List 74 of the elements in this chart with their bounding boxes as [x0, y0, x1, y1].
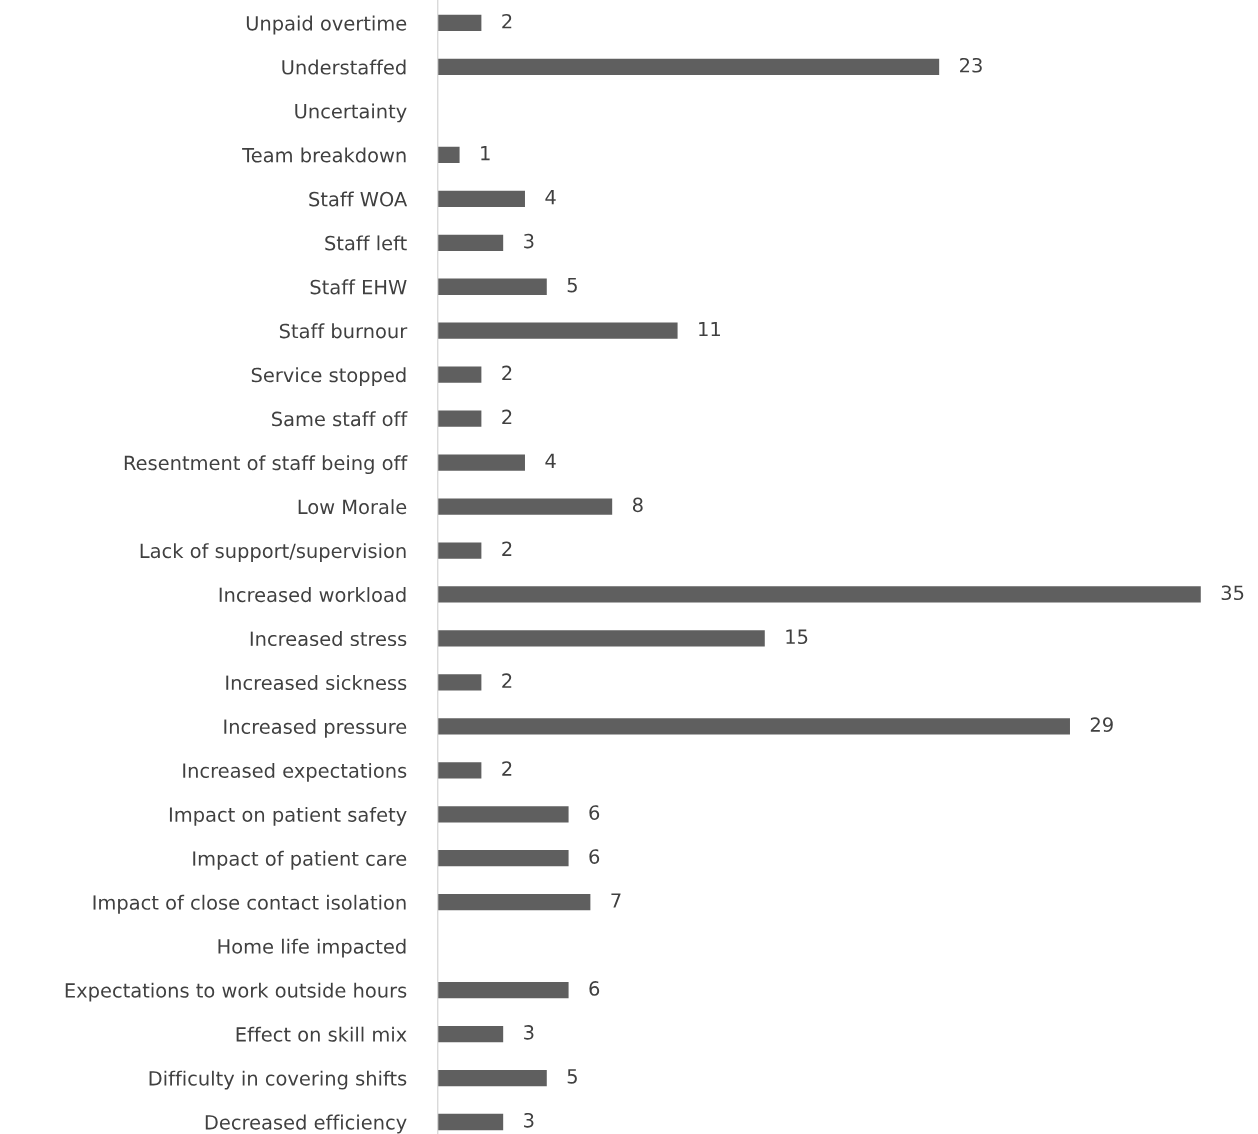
bar: [437, 718, 1070, 735]
data-label: 4: [545, 453, 556, 468]
bar: [437, 586, 1201, 603]
bar: [437, 234, 504, 251]
y-tick-label: Team breakdown: [242, 147, 406, 163]
data-label: 11: [699, 321, 720, 337]
data-label: 6: [589, 805, 600, 820]
y-tick-label: Impact on patient safety: [169, 806, 407, 826]
data-label: 2: [502, 13, 512, 29]
y-tick-label: Home life impacted: [218, 938, 406, 958]
bar: [437, 410, 482, 427]
y-tick-label: Impact of close contact isolation: [93, 894, 406, 914]
y-tick-label: Increased pressure: [224, 718, 407, 738]
bar: [437, 894, 591, 911]
bar: [437, 542, 482, 559]
y-tick-label: Resentment of staff being off: [124, 455, 408, 475]
bar: [437, 58, 940, 76]
bar: [437, 322, 678, 339]
bar: [437, 630, 765, 647]
bar: [437, 762, 482, 779]
data-label: 35: [1221, 585, 1244, 601]
data-label: 1: [481, 146, 490, 161]
y-tick-label: Effect on skill mix: [236, 1026, 407, 1042]
y-tick-label: Increased sickness: [226, 675, 407, 691]
y-tick-label: Difficulty in covering shifts: [149, 1070, 407, 1090]
y-tick-label: Expectations to work outside hours: [65, 982, 407, 1002]
bar: [437, 806, 569, 823]
y-tick-label: Decreased efficiency: [205, 1114, 407, 1134]
bar: [437, 1025, 504, 1043]
data-label: 2: [502, 673, 512, 688]
data-label: 6: [589, 981, 600, 996]
y-tick-label: Increased stress: [250, 631, 407, 647]
y-tick-label: Unpaid overtime: [246, 15, 407, 35]
y-tick-label: Staff burnour: [279, 323, 408, 339]
data-label: 15: [786, 629, 808, 645]
data-label: 4: [545, 190, 556, 205]
bar: [437, 14, 482, 32]
data-label: 23: [960, 57, 982, 73]
y-tick-label: Service stopped: [251, 367, 406, 387]
data-label: 5: [567, 277, 577, 293]
bar: [437, 146, 460, 163]
y-tick-label: Increased expectations: [183, 762, 407, 782]
bar: [437, 1113, 504, 1131]
y-tick-label: Increased workload: [219, 587, 406, 603]
data-label: 3: [524, 1112, 534, 1128]
y-tick-label: Low Morale: [298, 499, 407, 515]
data-label: 7: [611, 893, 621, 908]
y-tick-label: Lack of support/supervision: [140, 543, 406, 562]
data-label: 5: [567, 1069, 577, 1084]
y-tick-label: Uncertainty: [295, 103, 407, 123]
data-label: 2: [502, 409, 512, 424]
data-label: 6: [589, 849, 600, 864]
data-label: 2: [502, 541, 512, 556]
bar: [437, 850, 569, 867]
data-label: 3: [524, 1025, 534, 1040]
y-tick-label: Staff EHW: [310, 279, 407, 295]
data-label: 8: [632, 497, 643, 513]
bar: [437, 674, 482, 691]
bar: [437, 1069, 547, 1087]
y-tick-label: Understaffed: [282, 59, 406, 75]
bar: [437, 981, 569, 999]
bar: [437, 190, 525, 207]
y-tick-label: Staff left: [325, 235, 407, 251]
bar: [437, 454, 525, 471]
bar: [437, 278, 547, 295]
bar: [437, 366, 482, 383]
bar: [437, 498, 613, 515]
y-tick-label: Same staff off: [272, 411, 408, 427]
y-tick-label: Staff WOA: [309, 191, 408, 207]
data-label: 2: [502, 761, 512, 776]
data-label: 2: [502, 365, 512, 381]
data-label: 3: [524, 233, 534, 249]
data-label: 29: [1090, 717, 1113, 732]
y-tick-label: Impact of patient care: [193, 850, 407, 870]
